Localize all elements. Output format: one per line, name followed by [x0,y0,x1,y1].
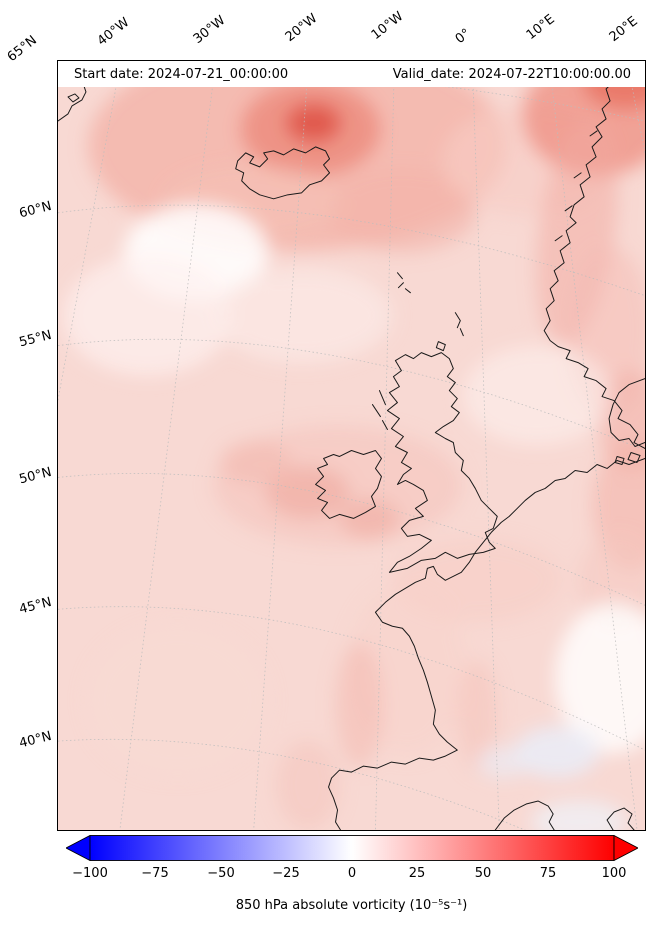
graticule-layer [58,61,645,830]
lon-tick-20w: 20°W [282,11,321,45]
colorbar-tick-25: 25 [408,866,426,881]
parallel-40n [58,738,526,830]
colorbar-tick--100: −100 [72,866,108,881]
colorbar [65,834,639,862]
colorbar-tick--25: −25 [272,866,300,881]
colorbar-tick--50: −50 [207,866,235,881]
vorticity-field-layer [62,61,645,830]
lat-tick-50n: 50°N [17,464,54,488]
lat-tick-65n: 65°N [4,32,40,65]
coastline-orkney [435,341,446,352]
caption: 850 hPa absolute vorticity (10⁻⁵s⁻¹) [235,898,468,913]
coastline-hebrides [371,390,388,431]
parallel-55n [58,338,645,451]
coastline-spain-east [606,807,635,830]
lat-tick-55n: 55°N [17,327,54,351]
coastline-mediterranean-france [494,800,555,830]
colorbar-tick-100: 100 [601,866,627,881]
coastline-shetland [454,312,464,337]
lon-tick-10w: 10°W [368,9,407,43]
coastline-norway-sweden [543,61,645,449]
date-strip: Start date: 2024-07-21_00:00:00 Valid_da… [58,61,645,87]
meridian-20w [253,61,309,830]
lat-tick-40n: 40°N [17,728,54,752]
meridian-30w [119,61,217,830]
meridian-10w [375,61,395,830]
colorbar-gradient [89,835,615,861]
coastline-great-britain [386,352,498,573]
colorbar-tick--75: −75 [141,866,169,881]
lon-tick-0: 0° [452,26,474,47]
coastline-denmark [608,378,645,465]
vorticity-map [58,61,645,830]
colorbar-tick-50: 50 [474,866,492,881]
coastline-continental-europe [328,457,645,830]
colorbar-tick-0: 0 [347,866,357,881]
meridian-0 [471,61,500,830]
lat-tick-45n: 45°N [17,594,54,618]
lon-tick-30w: 30°W [190,13,229,47]
lon-tick-10e: 10°E [523,11,558,43]
coastline-ireland [315,449,382,519]
valid-date-label: Valid_date: 2024-07-22T10:00:00.00 [392,66,631,82]
parallel-60n [58,204,645,297]
lon-tick-20e: 20°E [606,13,641,45]
colorbar-tick-75: 75 [539,866,557,881]
colorbar-left-arrow [65,834,91,862]
coastline-iceland [235,146,331,200]
coastline-faroe-islands [396,272,411,294]
meridian-10e [548,61,638,830]
lon-tick-40w: 40°W [94,15,133,49]
colorbar-svg [65,834,639,862]
lat-tick-60n: 60°N [17,198,54,222]
start-date-label: Start date: 2024-07-21_00:00:00 [74,66,289,82]
map-frame: Start date: 2024-07-21_00:00:00 Valid_da… [57,60,646,831]
colorbar-right-arrow [613,834,639,862]
